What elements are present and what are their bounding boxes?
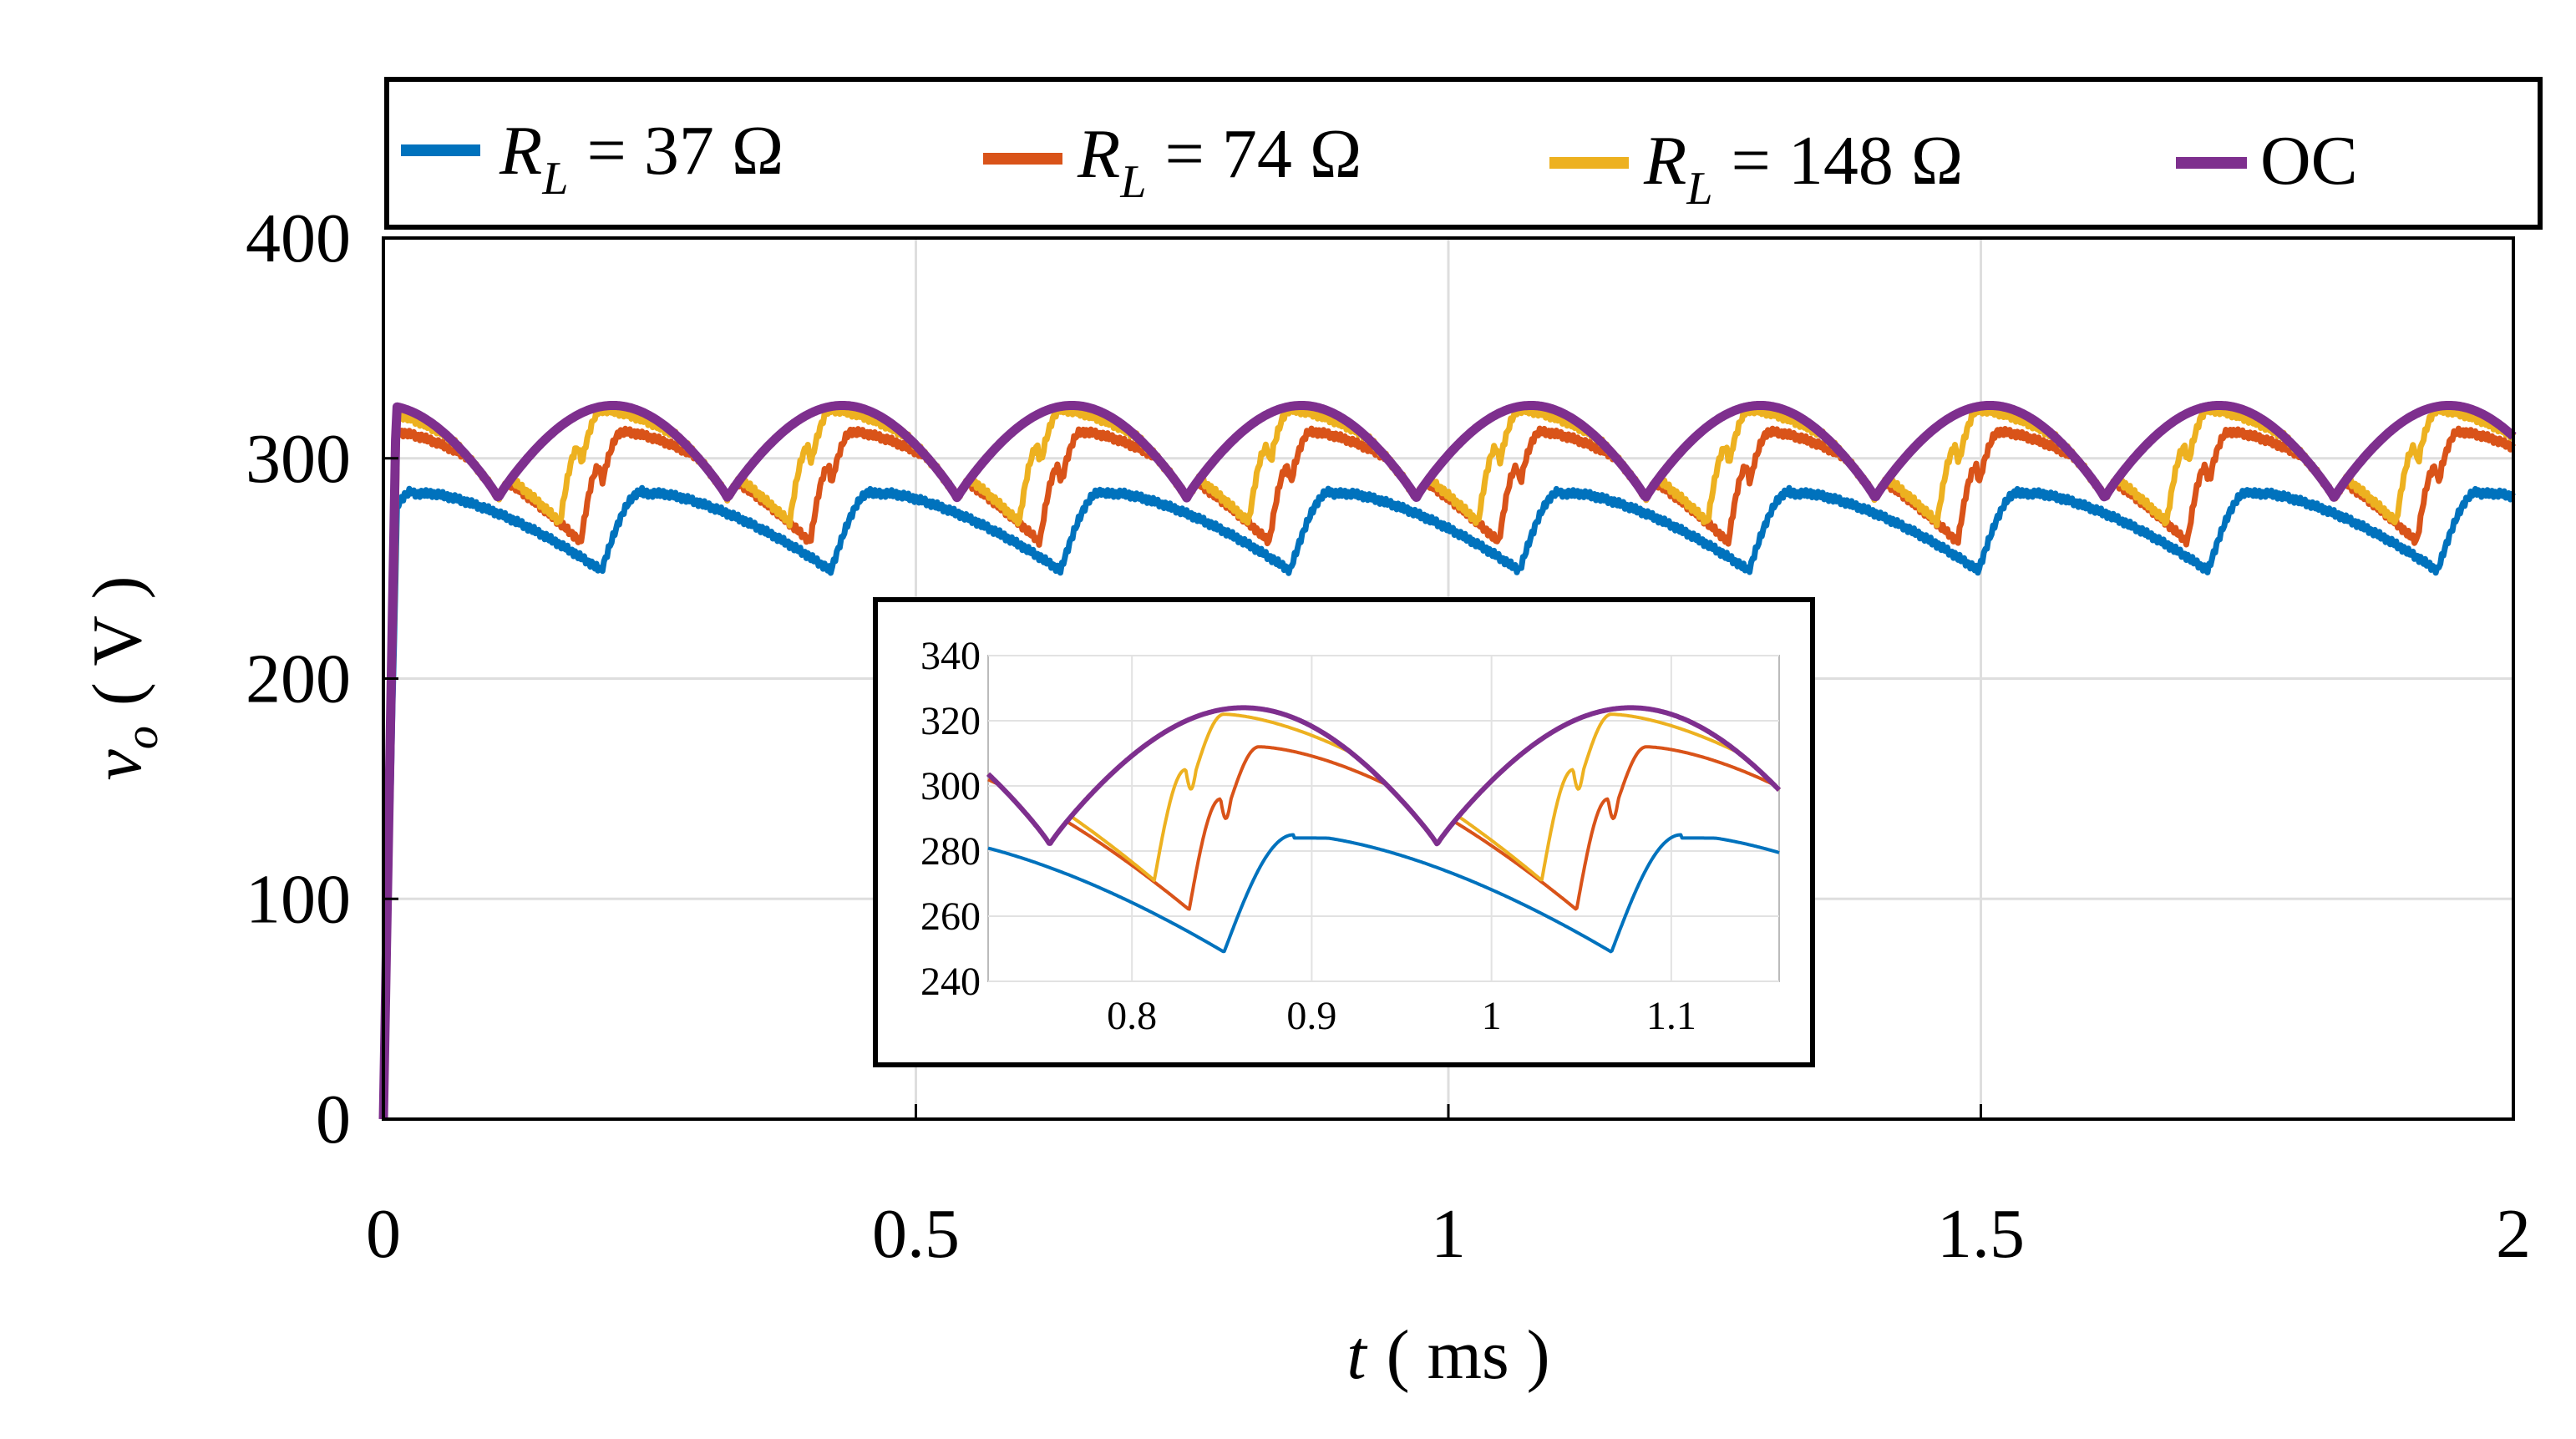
- main-xtick-label: 1: [1431, 1195, 1466, 1273]
- legend-var-rl37: R: [499, 112, 542, 190]
- legend-label-rl74: RL = 74 Ω: [1077, 115, 1362, 208]
- main-xtick-label: 1.5: [1937, 1195, 2025, 1273]
- legend-rest-rl37: = 37 Ω: [586, 112, 783, 190]
- inset-series-oc: [986, 705, 1782, 847]
- legend-label-rl148: RL = 148 Ω: [1643, 122, 1963, 215]
- main-xtick-label: 0: [366, 1195, 401, 1273]
- legend-sub-rl74: L: [1119, 156, 1146, 208]
- main-ticks: 0 0.5 1 1.5 2 0 100 200 300 400: [246, 200, 2531, 1273]
- inset-lines: [986, 705, 1782, 954]
- main-ytick-label: 0: [316, 1081, 351, 1158]
- inset-xtick-label: 0.8: [1107, 994, 1157, 1038]
- legend-label-rl37: RL = 37 Ω: [499, 112, 783, 205]
- inset-ytick-label: 340: [920, 634, 981, 678]
- inset-plot-area: [987, 655, 1780, 982]
- main-xtick-label: 0.5: [872, 1195, 960, 1273]
- main-series-oc: [378, 401, 2517, 1120]
- main-ytick-label: 200: [246, 641, 351, 718]
- inset-xtick-label: 1.1: [1646, 994, 1696, 1038]
- inset-ytick-label: 280: [920, 829, 981, 874]
- legend-label-oc: OC: [2260, 122, 2358, 200]
- legend: RL = 37 Ω RL = 74 Ω RL = 148 Ω OC: [384, 77, 2543, 230]
- legend-sub-rl148: L: [1686, 163, 1712, 215]
- main-lines: [378, 401, 2517, 1120]
- main-ytick-label: 300: [246, 420, 351, 498]
- inset-xtick-label: 0.9: [1286, 994, 1336, 1038]
- inset-ytick-label: 260: [920, 894, 981, 939]
- inset-ytick-label: 300: [920, 764, 981, 808]
- legend-var-rl148: R: [1643, 122, 1686, 200]
- inset-ticks: 0.8 0.9 1 1.1 240 260 280 300 320 340: [920, 634, 1696, 1038]
- x-axis-label-var: t: [1346, 1316, 1368, 1394]
- inset-xtick-label: 1: [1482, 994, 1502, 1038]
- y-axis-label: vo ( V ): [79, 576, 168, 781]
- x-axis-label: t( ms ): [1346, 1316, 1549, 1394]
- legend-frame: [384, 77, 2543, 230]
- main-ytick-label: 100: [246, 860, 351, 938]
- inset: 0.8 0.9 1 1.1 240 260 280 300 320 340: [873, 597, 1815, 1067]
- main-xtick-label: 2: [2496, 1195, 2531, 1273]
- inset-ytick-label: 320: [920, 699, 981, 743]
- main-series-rl37: [380, 484, 2516, 1120]
- y-axis-label-var: v: [79, 748, 156, 780]
- inset-series-rl37: [987, 833, 1780, 954]
- legend-sub-rl37: L: [541, 153, 568, 205]
- inset-ytick-label: 240: [920, 960, 981, 1004]
- y-axis-label-unit: ( V ): [79, 576, 156, 707]
- legend-var-rl74: R: [1077, 115, 1120, 193]
- legend-rest-rl74: = 74 Ω: [1164, 115, 1362, 193]
- main-ytick-label: 400: [246, 200, 351, 277]
- x-axis-label-unit: ( ms ): [1387, 1316, 1550, 1394]
- y-axis-label-sub: o: [116, 726, 168, 749]
- legend-rest-rl148: = 148 Ω: [1731, 122, 1963, 200]
